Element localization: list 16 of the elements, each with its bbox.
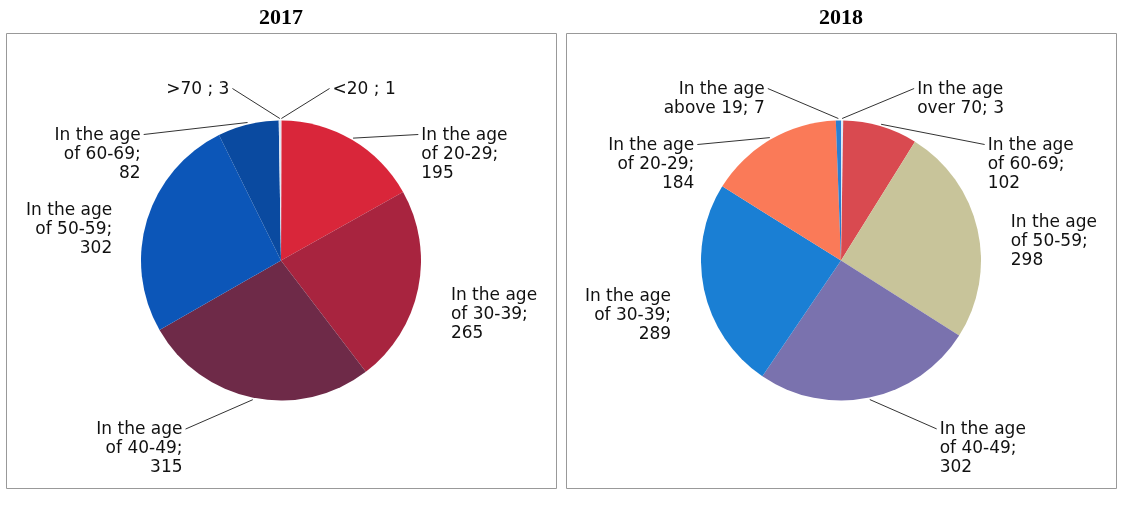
slice-label: In the age of 50-59; 302 bbox=[26, 199, 113, 258]
slice-label: In the age of 40-49; 302 bbox=[939, 417, 1026, 476]
chart-title: 2017 bbox=[259, 4, 303, 29]
slice-label: In the age of 20-29; 184 bbox=[608, 133, 695, 192]
slice-label: In the age above 19; 7 bbox=[663, 77, 765, 117]
slice-label: In the age of 50-59; 298 bbox=[1010, 211, 1097, 270]
slice-label: In the age of 30-39; 265 bbox=[450, 284, 538, 343]
chart-title: 2018 bbox=[819, 4, 863, 29]
slice-label: In the age of 20-29; 195 bbox=[421, 123, 508, 182]
slice-label: In the age over 70; 3 bbox=[917, 77, 1005, 117]
slice-label: <20 ; 1 bbox=[332, 77, 396, 98]
slice-label: In the age of 60-69; 82 bbox=[54, 123, 141, 182]
slice-label: In the age of 40-49; 315 bbox=[96, 418, 183, 477]
slice-label: In the age of 30-39; 289 bbox=[584, 285, 672, 344]
slice-label: In the age of 60-69; 102 bbox=[987, 133, 1074, 192]
slice-label: >70 ; 3 bbox=[166, 77, 230, 98]
